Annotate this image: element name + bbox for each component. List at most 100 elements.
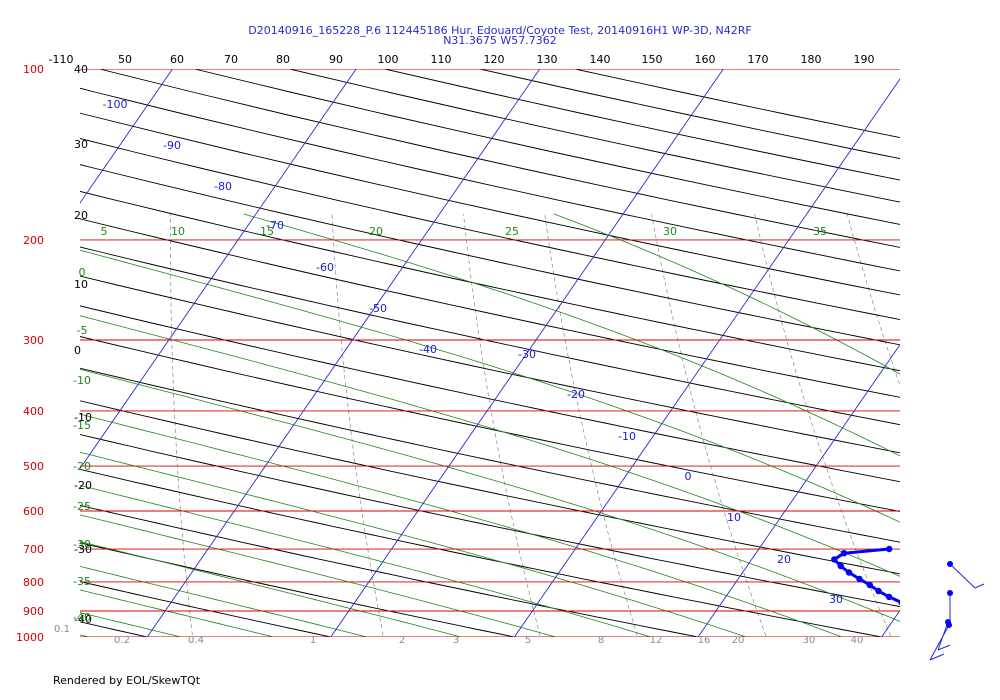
dry-adiabat-line (80, 246, 900, 426)
theta-label-top: 120 (484, 53, 505, 66)
isotherm-label: 20 (777, 553, 791, 566)
dewpoint-trace-point (940, 611, 946, 617)
mixing-ratio-line (544, 213, 639, 637)
moist-adiabat-line (80, 634, 91, 637)
moist-adiabat-line (80, 451, 748, 637)
isotherm-label: -70 (266, 219, 284, 232)
isobar-label: 400 (23, 405, 44, 418)
theta-label-top: 60 (170, 53, 184, 66)
moist-adiabat-label-left: -20 (73, 460, 91, 473)
dry-adiabat-line (80, 542, 517, 637)
theta-label-top: 170 (748, 53, 769, 66)
moist-adiabat-label-top: 10 (171, 225, 185, 238)
isotherm-line (80, 69, 174, 204)
isotherm-line (0, 43, 7, 649)
mixing-ratio-label: 2 (399, 635, 405, 646)
chart-location: N31.3675 W57.7362 (443, 34, 557, 47)
theta-label-top: 190 (854, 53, 875, 66)
theta-label-top: 130 (537, 53, 558, 66)
theta-label-top: 160 (695, 53, 716, 66)
chart-title: D20140916_165228_P.6 112445186 Hur. Edou… (248, 24, 752, 37)
mixing-ratio-label: 12 (650, 635, 663, 646)
mixing-ratio-label: 3 (453, 635, 459, 646)
dewpoint-trace-point (856, 575, 863, 583)
isotherm-line (513, 78, 900, 637)
moist-adiabat-label-top: 15 (260, 225, 274, 238)
wind-barb-flag (929, 653, 945, 661)
mixing-ratio-label: 30 (803, 635, 816, 646)
dewpoint-trace-point (845, 569, 853, 576)
wind-barb-dot (947, 561, 953, 567)
moist-adiabat-label-left: -35 (73, 575, 91, 588)
isotherm-label: 30 (829, 593, 843, 606)
dry-adiabat-line (80, 275, 900, 454)
mixing-ratio-line (170, 213, 193, 637)
moist-adiabat-line (553, 213, 900, 375)
isotherm-label: -40 (419, 343, 437, 356)
dewpoint-trace-point (831, 556, 838, 563)
isotherm-line (881, 609, 900, 637)
dry-adiabat-line (80, 400, 900, 575)
mixing-ratio-line (331, 213, 384, 637)
isobar-label: 1000 (16, 631, 44, 644)
moist-adiabat-label-left: -25 (73, 500, 91, 513)
moist-adiabat-label-left: -40 (73, 611, 91, 624)
temperature-trace-point (961, 556, 967, 562)
isotherm-line (146, 69, 541, 637)
isotherm-label: -90 (163, 139, 181, 152)
isobar-label: 700 (23, 543, 44, 556)
theta-label-left: 0 (74, 344, 81, 357)
isotherm-label: 10 (727, 511, 741, 524)
moist-adiabat-label-left: -15 (73, 419, 91, 432)
theta-label-top: 90 (329, 53, 343, 66)
footer-credit: Rendered by EOL/SkewTQt (53, 674, 201, 687)
isobar-label: 500 (23, 460, 44, 473)
dewpoint-trace-point (866, 581, 873, 589)
dry-adiabat-line (80, 87, 900, 272)
mixing-ratio-label: 16 (698, 635, 711, 646)
dry-adiabat-line (0, 43, 15, 649)
isobar-label: 600 (23, 505, 44, 518)
moist-adiabat-line (80, 484, 653, 637)
dry-adiabat-line (80, 164, 900, 346)
temperature-trace-point (984, 563, 990, 569)
dry-adiabat-line (80, 218, 900, 398)
dry-adiabat-line (192, 69, 900, 225)
dewpoint-trace-point (875, 587, 882, 595)
moist-adiabat-label-top: 25 (505, 225, 519, 238)
theta-label-top: 100 (378, 53, 399, 66)
mixing-ratio-line (463, 213, 541, 637)
dewpoint-trace-point (886, 545, 893, 553)
isotherm-label: -100 (103, 98, 128, 111)
dry-adiabat-line (80, 112, 900, 296)
moist-adiabat-label-top: 30 (663, 225, 677, 238)
moist-adiabat-line (80, 413, 843, 637)
mixing-ratio-label: 0.1 (54, 624, 70, 635)
dry-adiabat-line (80, 190, 900, 372)
mixing-ratio-line (969, 214, 1000, 649)
theta-label-top: 50 (118, 53, 132, 66)
isotherm-line (330, 69, 724, 637)
dewpoint-trace-point (917, 605, 923, 611)
dry-adiabat-line (80, 468, 885, 637)
temperature-trace-point (940, 550, 946, 556)
isotherm-label: 0 (685, 470, 692, 483)
theta-label-top: 150 (642, 53, 663, 66)
moist-adiabat-label-top: 5 (101, 225, 108, 238)
dry-adiabat-line (97, 69, 900, 248)
wind-barbs (929, 561, 985, 661)
dry-adiabat-line (80, 367, 900, 543)
isotherm-label: -20 (567, 388, 585, 401)
isobar-label: 100 (23, 63, 44, 76)
mixing-ratio-label: 8 (598, 635, 604, 646)
dewpoint-trace-point (840, 550, 848, 557)
moist-adiabat-label-top: 20 (369, 225, 383, 238)
moist-adiabat-line (80, 368, 900, 622)
isotherm-label: -80 (214, 180, 232, 193)
isobar-label: 300 (23, 334, 44, 347)
mixing-ratio-label: 20 (732, 635, 745, 646)
theta-label-top: 110 (431, 53, 452, 66)
mixing-ratio-label: 40 (851, 635, 864, 646)
isobar-label: 200 (23, 234, 44, 247)
dewpoint-trace-point (898, 599, 900, 606)
